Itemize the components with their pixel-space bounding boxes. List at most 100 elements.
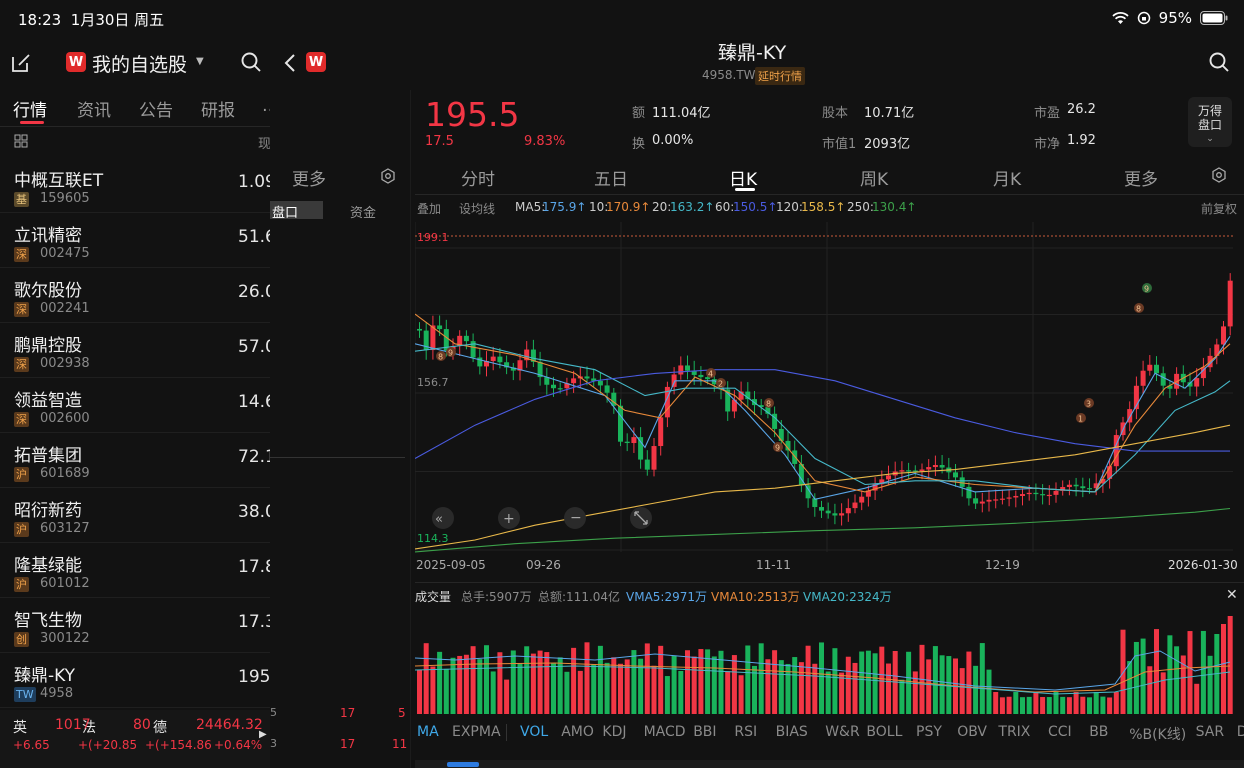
- indicator-tab[interactable]: MACD: [643, 724, 686, 740]
- volume-bar: [524, 646, 530, 714]
- settings-icon[interactable]: [380, 168, 396, 184]
- search-icon-right[interactable]: [1208, 51, 1230, 73]
- tab-overflow[interactable]: …: [262, 96, 270, 116]
- tab-announcements[interactable]: 公告: [139, 101, 173, 121]
- indicator-tab[interactable]: CCI: [1048, 724, 1072, 740]
- volume-bar: [731, 655, 737, 714]
- scroll-track[interactable]: [415, 760, 1244, 768]
- volume-chart[interactable]: [415, 606, 1244, 714]
- candle: [919, 469, 925, 472]
- tab-zijin[interactable]: 资金: [350, 206, 377, 221]
- indicator-tab[interactable]: AMO: [561, 724, 594, 740]
- indicator-tab[interactable]: SAR: [1195, 724, 1225, 740]
- tab-intraday[interactable]: 分时: [461, 170, 495, 190]
- wind-pankou-button[interactable]: 万得 盘口 ⌄: [1188, 97, 1232, 147]
- volume-bar: [611, 657, 617, 714]
- candle: [691, 370, 697, 375]
- wind-logo-icon-2[interactable]: W: [306, 52, 326, 72]
- candle: [731, 399, 737, 412]
- candle: [564, 383, 570, 389]
- more-label[interactable]: 更多: [292, 170, 326, 190]
- candle: [530, 349, 536, 362]
- indicator-tab[interactable]: W&R: [825, 724, 860, 740]
- stock-row-code: 002938: [40, 356, 90, 371]
- ma250-label: 250:: [847, 200, 874, 214]
- candle: [1066, 484, 1072, 488]
- tab-daily-k[interactable]: 日K: [729, 170, 758, 190]
- tab-weekly-k[interactable]: 周K: [860, 170, 889, 190]
- indicator-tab-expma[interactable]: EXPMA: [452, 724, 501, 740]
- volume-ma-line: [415, 650, 1231, 691]
- candle: [571, 378, 577, 384]
- turn-mark-label: 2: [718, 380, 723, 389]
- stock-row-price: 38.0: [238, 502, 270, 522]
- turn-mark: [436, 351, 446, 361]
- watchlist-title[interactable]: 我的自选股: [92, 54, 188, 76]
- indicator-tab[interactable]: BIAS: [775, 724, 808, 740]
- tab-five-day[interactable]: 五日: [594, 170, 628, 190]
- indicator-tab[interactable]: BOLL: [866, 724, 903, 740]
- volume-bar: [1160, 672, 1166, 714]
- adjust-button[interactable]: 前复权: [1201, 202, 1238, 216]
- indicator-tab[interactable]: DM: [1236, 724, 1244, 740]
- indicator-tab[interactable]: VOL: [520, 724, 549, 740]
- close-icon[interactable]: ✕: [1226, 587, 1238, 603]
- overlay-button[interactable]: 叠加: [417, 202, 442, 216]
- indicator-tab[interactable]: OBV: [957, 724, 987, 740]
- tab-more[interactable]: 更多: [1124, 170, 1158, 190]
- stock-row-name: 拓普集团: [14, 446, 82, 466]
- chart-settings-icon[interactable]: [1211, 167, 1227, 183]
- candle: [698, 374, 704, 378]
- candle: [1046, 494, 1052, 497]
- edit-icon[interactable]: [10, 52, 32, 74]
- candle: [872, 484, 878, 491]
- candle: [758, 405, 764, 407]
- volume-bar: [644, 643, 650, 714]
- indicator-tab[interactable]: PSY: [916, 724, 942, 740]
- tab-quotes[interactable]: 行情: [13, 101, 47, 121]
- ma-line: [415, 335, 1231, 500]
- chart-controls: « + −: [432, 507, 652, 529]
- ma20-value: 163.2↑: [670, 200, 715, 214]
- tab-monthly-k[interactable]: 月K: [993, 170, 1022, 190]
- stock-row-code: 002600: [40, 411, 90, 426]
- indicator-tab[interactable]: KDJ: [602, 724, 627, 740]
- indicator-tab[interactable]: %B(K线): [1129, 727, 1187, 743]
- dropdown-icon[interactable]: ▼: [196, 56, 204, 67]
- tab-pankou[interactable]: 盘口: [270, 201, 323, 221]
- indicator-tab[interactable]: TRIX: [998, 724, 1031, 740]
- indicator-tab-ma[interactable]: MA: [417, 724, 439, 740]
- stock-row-code: 603127: [40, 521, 90, 536]
- grid-icon[interactable]: [14, 134, 28, 148]
- search-icon[interactable]: [240, 51, 262, 73]
- set-ma-button[interactable]: 设均线: [459, 202, 496, 216]
- back-icon[interactable]: [284, 53, 296, 73]
- candle: [537, 361, 543, 378]
- ticker-arrow-icon[interactable]: ▶: [259, 729, 267, 740]
- volume-bar: [1194, 683, 1200, 714]
- pe-label: 市盈: [1034, 106, 1061, 121]
- tab-research[interactable]: 研报: [201, 101, 235, 121]
- index-ticker[interactable]: 英 1017 法 80 德 24464.32 +6.65 +(+20.85 +(…: [0, 710, 270, 768]
- candle: [1060, 487, 1066, 491]
- indicator-tab[interactable]: RSI: [734, 724, 758, 740]
- ma120-label: 120:: [776, 200, 803, 214]
- tab-news[interactable]: 资讯: [77, 101, 111, 121]
- volume-bar: [865, 650, 871, 714]
- ma-line: [415, 313, 1231, 493]
- stock-row[interactable]: 臻鼎-KY TW 4958 195: [0, 653, 270, 708]
- turn-mark: [446, 347, 456, 357]
- market-badge: TW: [14, 687, 36, 702]
- indicator-tab[interactable]: BBI: [693, 724, 717, 740]
- indicator-tab[interactable]: BB: [1089, 724, 1109, 740]
